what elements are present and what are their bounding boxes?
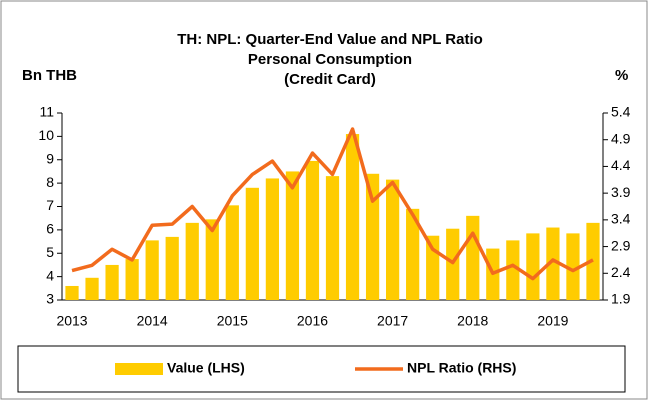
y2-tick-label: 3.9: [611, 184, 631, 200]
y2-tick-label: 3.4: [611, 211, 631, 227]
legend-label: Value (LHS): [167, 360, 245, 376]
y-axis-label: Bn THB: [22, 67, 77, 84]
x-tick-label: 2016: [297, 313, 328, 329]
x-tick-label: 2014: [137, 313, 168, 329]
bar: [185, 222, 199, 300]
bar: [526, 233, 540, 300]
bar: [385, 179, 400, 300]
bar: [506, 240, 520, 300]
y-tick-label: 6: [46, 221, 54, 237]
x-tick-label: 2018: [457, 313, 488, 329]
bar: [245, 187, 259, 300]
bar: [225, 205, 239, 300]
bar: [265, 178, 280, 300]
y2-axis-label: %: [615, 67, 628, 84]
chart-subtitle: (Credit Card): [284, 71, 376, 88]
x-tick-label: 2013: [56, 313, 87, 329]
bar: [446, 228, 460, 300]
bar: [406, 208, 420, 300]
bar: [205, 219, 219, 300]
chart-subtitle: Personal Consumption: [248, 51, 412, 68]
bar: [65, 285, 79, 300]
y2-tick-label: 5.4: [611, 104, 631, 120]
x-tick-label: 2019: [537, 313, 568, 329]
y2-tick-label: 1.9: [611, 291, 631, 307]
bar: [305, 160, 320, 300]
bar: [426, 235, 440, 300]
bar: [145, 240, 159, 300]
y2-tick-label: 4.4: [611, 157, 631, 173]
bar: [466, 215, 480, 300]
legend-swatch: [115, 363, 163, 375]
bar: [85, 277, 99, 300]
bar: [365, 173, 380, 300]
y-tick-label: 7: [46, 197, 54, 213]
bar: [345, 134, 360, 300]
x-tick-label: 2015: [217, 313, 248, 329]
y-tick-label: 9: [46, 150, 54, 166]
line: [71, 127, 594, 281]
bar: [285, 171, 300, 300]
y-tick-label: 5: [46, 244, 54, 260]
bar: [325, 176, 340, 300]
y-tick-label: 11: [39, 104, 54, 120]
y-tick-label: 10: [38, 127, 54, 143]
bar: [546, 227, 560, 300]
y2-tick-label: 2.9: [611, 237, 631, 253]
bar: [566, 233, 580, 300]
y-tick-label: 8: [46, 174, 54, 190]
y-tick-label: 3: [46, 291, 54, 307]
legend-label: NPL Ratio (RHS): [407, 360, 516, 376]
y-tick-label: 4: [46, 267, 54, 283]
bar: [105, 264, 119, 300]
bar: [165, 236, 179, 300]
bar: [125, 259, 139, 300]
legend-box: [17, 345, 626, 393]
x-tick-label: 2017: [377, 313, 408, 329]
y2-tick-label: 2.4: [611, 264, 631, 280]
y2-tick-label: 4.9: [611, 130, 631, 146]
chart-title: TH: NPL: Quarter-End Value and NPL Ratio: [177, 31, 483, 48]
